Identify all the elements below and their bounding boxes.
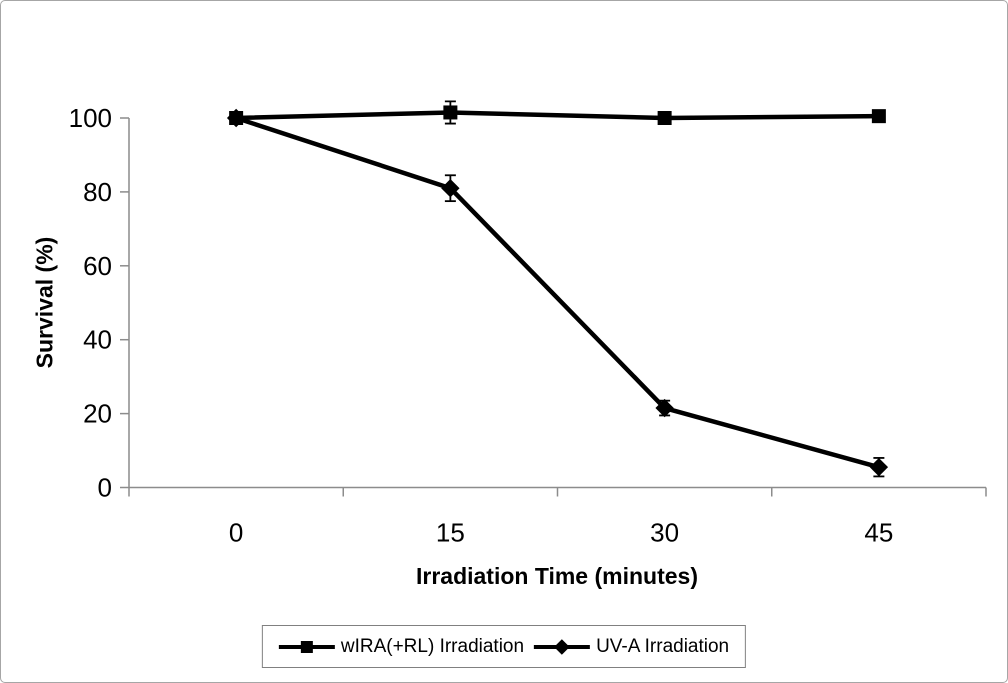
y-tick-label: 0 — [98, 473, 112, 503]
series-line-square — [236, 110, 879, 121]
legend-item-uva: UV-A Irradiation — [534, 636, 729, 658]
y-tick-label: 60 — [83, 251, 112, 281]
y-axis-title: Survival (%) — [31, 236, 58, 369]
legend-label-uva: UV-A Irradiation — [596, 635, 730, 657]
diamond-marker — [226, 108, 246, 128]
x-tick-label: 15 — [436, 518, 465, 548]
x-tick-label: 30 — [650, 518, 679, 548]
x-tick-label: 45 — [864, 518, 893, 548]
legend: wIRA(+RL) Irradiation UV-A Irradiation — [261, 625, 747, 668]
square-marker — [871, 109, 886, 124]
square-marker — [657, 111, 672, 125]
diamond-marker — [869, 457, 889, 477]
y-tick-label: 40 — [83, 325, 112, 355]
x-tick-label: 0 — [229, 518, 243, 548]
y-tick-label: 20 — [83, 399, 112, 429]
y-tick-label: 80 — [83, 177, 112, 207]
legend-item-wira: wIRA(+RL) Irradiation — [278, 635, 525, 658]
x-axis-title: Irradiation Time (minutes) — [415, 563, 698, 589]
diamond-series-marker-icon — [534, 638, 591, 655]
y-tick-label: 100 — [69, 103, 112, 133]
diamond-marker — [655, 398, 674, 418]
diamond-marker — [441, 179, 460, 198]
square-marker — [443, 105, 458, 120]
square-series-marker-icon — [278, 640, 335, 653]
series-line-diamond — [235, 115, 880, 470]
legend-label-wira: wIRA(+RL) Irradiation — [340, 635, 525, 657]
